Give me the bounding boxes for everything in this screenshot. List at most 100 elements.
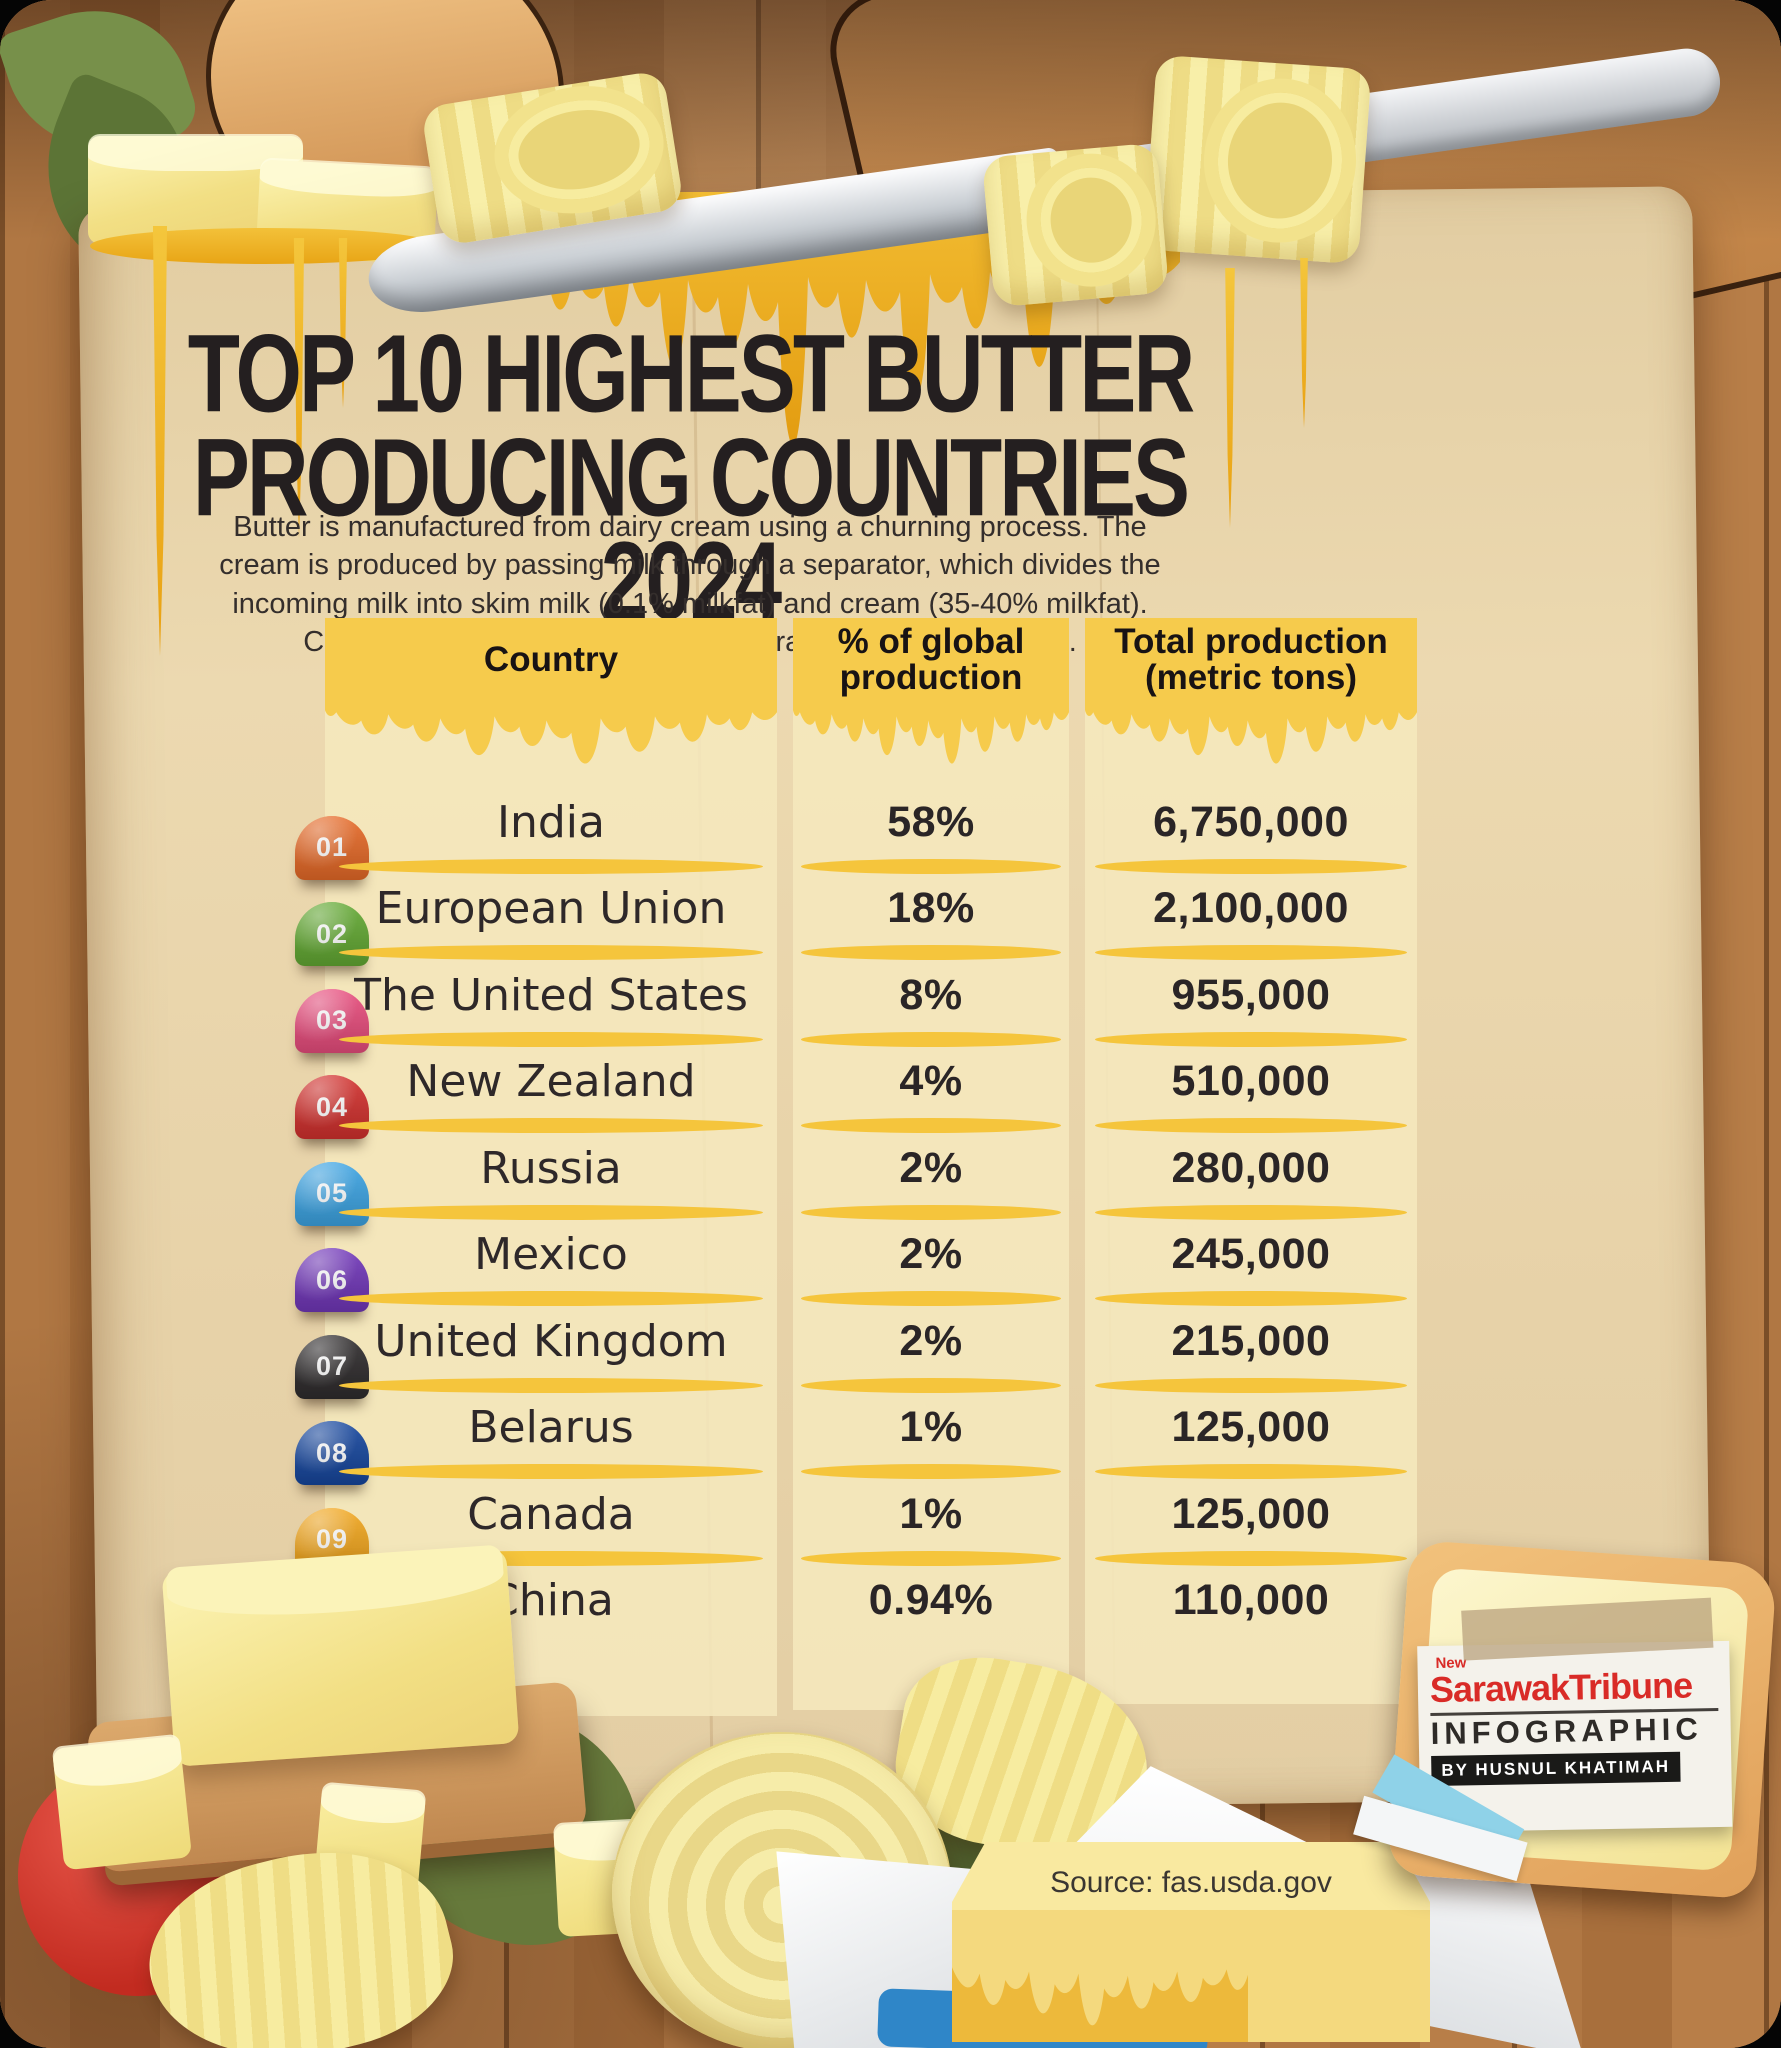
production-value: 955,000 — [1171, 970, 1331, 1019]
row-divider — [338, 1464, 764, 1479]
production-value: 125,000 — [1171, 1403, 1331, 1452]
production-value: 110,000 — [1172, 1576, 1330, 1625]
percent-value: 1% — [899, 1489, 963, 1538]
table-cell: 1% — [793, 1385, 1069, 1479]
country-name: Canada — [467, 1488, 635, 1540]
page-title: TOP 10 HIGHEST BUTTER PRODUCING COUNTRIE… — [143, 310, 1237, 643]
butter-curl-illustration — [1143, 54, 1372, 265]
butter-block-illustration — [161, 1548, 520, 1767]
table-cell: 280,000 — [1085, 1125, 1417, 1220]
row-divider — [338, 1377, 764, 1393]
percent-value: 58% — [887, 797, 975, 846]
table-row: 05 Russia — [295, 1125, 777, 1226]
country-name: United Kingdom — [374, 1315, 728, 1367]
row-divider — [1094, 945, 1408, 960]
table-row: 07 United Kingdom — [295, 1298, 777, 1399]
source-butter-block: Source: fas.usda.gov — [952, 1842, 1430, 2042]
toast-logo-card: New SarawakTribune INFOGRAPHIC BY HUSNUL… — [1353, 1539, 1778, 1900]
row-divider — [1094, 1118, 1408, 1133]
percent-value: 2% — [899, 1143, 963, 1192]
production-value: 6,750,000 — [1153, 797, 1349, 846]
infographic-label: INFOGRAPHIC — [1430, 1707, 1719, 1751]
table-cell: 125,000 — [1085, 1471, 1417, 1566]
percent-value: 4% — [899, 1057, 963, 1106]
butter-drip — [1300, 258, 1308, 428]
table-row: 01 India — [295, 779, 777, 880]
row-divider — [1094, 1031, 1408, 1047]
butter-cube-illustration — [51, 1735, 193, 1871]
country-name: Mexico — [474, 1229, 628, 1281]
table-cell: 8% — [793, 952, 1069, 1047]
header-drip-decoration — [793, 702, 1069, 764]
rank-badge: 05 — [295, 1161, 369, 1226]
production-value: 215,000 — [1171, 1316, 1331, 1365]
table-cell: 2% — [793, 1212, 1069, 1306]
table-row: 04 New Zealand — [295, 1039, 777, 1139]
production-rows: 6,750,000 2,100,000 955,000 510,000 280,… — [1085, 779, 1417, 1644]
table-cell: 110,000 — [1085, 1558, 1417, 1645]
row-divider — [1094, 1464, 1408, 1479]
butter-drip — [1225, 268, 1235, 528]
row-divider — [801, 1291, 1061, 1306]
country-rows: 01 India 02 European Union 03 The United St… — [295, 779, 777, 1658]
table-cell: 4% — [793, 1039, 1069, 1133]
row-divider — [1094, 1204, 1408, 1220]
table-column-production: Total production (metric tons) 6,750,000… — [1085, 618, 1417, 1704]
butter-drip — [293, 238, 305, 538]
country-name: The United States — [354, 969, 748, 1021]
row-divider — [338, 858, 764, 874]
source-text: Source: fas.usda.gov — [1050, 1866, 1332, 1899]
percent-value: 1% — [899, 1403, 963, 1452]
column-header-country: Country — [325, 618, 777, 702]
table-cell: 245,000 — [1085, 1212, 1417, 1306]
table-column-percent: % of global production 58% 18% 8% 4% 2% … — [793, 618, 1069, 1710]
header-drip-decoration — [325, 702, 777, 764]
column-header-production: Total production (metric tons) — [1085, 618, 1417, 702]
production-value: 280,000 — [1171, 1143, 1331, 1192]
percent-value: 18% — [887, 884, 975, 933]
row-divider — [801, 1118, 1061, 1133]
title-line-2: PRODUCING COUNTRIES 2024 — [192, 414, 1190, 643]
table-cell: 18% — [793, 866, 1069, 960]
butter-drip-decoration — [952, 1967, 1249, 2042]
row-divider — [801, 1464, 1061, 1479]
table-cell: 215,000 — [1085, 1298, 1417, 1393]
row-divider — [338, 1204, 764, 1220]
percent-value: 0.94% — [868, 1576, 994, 1625]
table-cell: 0.94% — [793, 1558, 1069, 1645]
table-cell: 510,000 — [1085, 1039, 1417, 1133]
row-divider — [1094, 1377, 1408, 1393]
row-divider — [1094, 1291, 1408, 1306]
row-divider — [1094, 858, 1408, 874]
row-divider — [338, 1031, 764, 1047]
country-name: Russia — [480, 1142, 622, 1194]
country-name: India — [497, 796, 605, 848]
butter-drip — [338, 238, 348, 408]
rank-badge: 08 — [295, 1421, 369, 1485]
percent-value: 2% — [899, 1230, 963, 1279]
row-divider — [801, 858, 1061, 874]
byline-label: BY HUSNUL KHATIMAH — [1431, 1752, 1681, 1787]
row-divider — [801, 945, 1061, 960]
percent-value: 2% — [899, 1316, 963, 1365]
percent-value: 8% — [899, 970, 963, 1019]
row-divider — [338, 1118, 764, 1133]
table-cell: 6,750,000 — [1085, 779, 1417, 874]
column-header-percent: % of global production — [793, 618, 1069, 702]
newspaper-logo: SarawakTribune — [1429, 1664, 1693, 1711]
production-value: 510,000 — [1171, 1057, 1331, 1106]
production-value: 2,100,000 — [1153, 884, 1349, 933]
table-cell: 58% — [793, 779, 1069, 874]
table-cell: 125,000 — [1085, 1385, 1417, 1479]
table-row: 03 The United States — [295, 952, 777, 1053]
title-line-1: TOP 10 HIGHEST BUTTER — [187, 310, 1195, 435]
production-value: 245,000 — [1171, 1230, 1331, 1279]
table-row: 08 Belarus — [295, 1385, 777, 1485]
table-cell: 2% — [793, 1298, 1069, 1393]
row-divider — [338, 945, 764, 960]
table-cell: 2,100,000 — [1085, 866, 1417, 960]
rank-badge: 04 — [295, 1075, 369, 1139]
percent-rows: 58% 18% 8% 4% 2% 2% 2% 1% 1% 0.94% — [793, 779, 1069, 1644]
